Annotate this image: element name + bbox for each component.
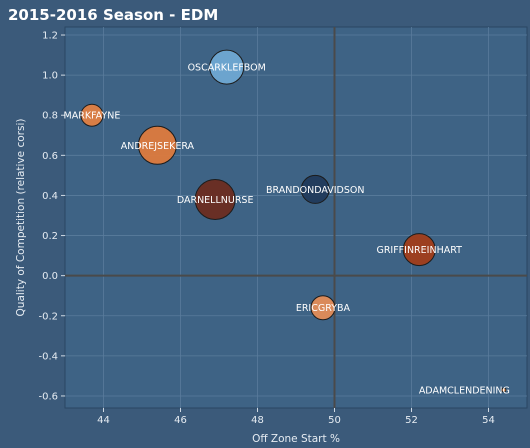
x-tick-label: 52 (405, 415, 418, 426)
x-axis-label: Off Zone Start % (252, 433, 340, 445)
data-point-label: MARKFAYNE (64, 111, 121, 122)
data-point (194, 178, 236, 220)
data-point-label: BRANDONDAVIDSON (266, 185, 365, 196)
y-tick-label: 1.0 (42, 71, 58, 82)
y-tick-label: 0.0 (42, 271, 58, 282)
chart-title: 2015-2016 Season - EDM (8, 6, 218, 24)
plot-background (64, 26, 528, 409)
y-tick-label: -0.6 (38, 391, 58, 402)
x-tick-label: 54 (482, 415, 495, 426)
y-tick-label: 0.6 (42, 151, 58, 162)
data-point-label: DARNELLNURSE (177, 195, 254, 206)
data-point-label: ANDREJSEKERA (121, 141, 195, 152)
data-point-label: ERICGRYBA (296, 303, 351, 314)
y-axis-label: Quality of Competition (relative corsi) (15, 119, 27, 317)
y-tick-label: 0.4 (42, 191, 58, 202)
data-point (137, 125, 177, 165)
data-point-label: ADAMCLENDENING (419, 385, 510, 396)
data-point (300, 174, 330, 204)
x-tick-label: 44 (97, 415, 110, 426)
x-tick-label: 46 (174, 415, 187, 426)
data-point (80, 103, 104, 127)
y-tick-label: 0.8 (42, 111, 58, 122)
data-point (402, 233, 436, 267)
data-point (209, 49, 245, 85)
data-point-label: GRIFFINREINHART (376, 245, 462, 256)
data-point (501, 387, 507, 393)
data-point-label: OSCARKLEFBOM (188, 63, 266, 74)
y-tick-label: 1.2 (42, 31, 58, 42)
plot-area: 44 46 48 50 52 54 -0.6 -0.4 -0.2 0.0 0.2 0.4 0.6 0.8 1… (38, 26, 528, 426)
x-tick-label: 50 (328, 415, 341, 426)
data-point (310, 295, 336, 321)
y-tick-label: 0.2 (42, 231, 58, 242)
x-tick-label: 48 (251, 415, 264, 426)
y-tick-label: -0.4 (38, 351, 58, 362)
y-tick-label: -0.2 (38, 311, 58, 322)
